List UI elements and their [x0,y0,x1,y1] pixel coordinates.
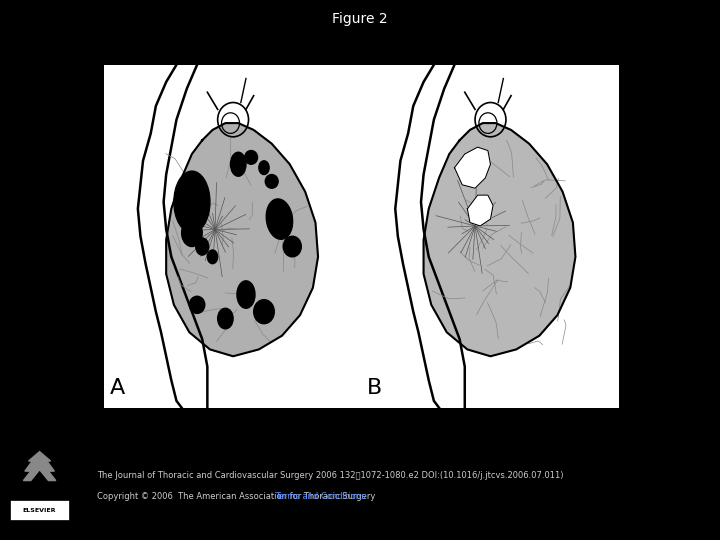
Polygon shape [454,147,490,188]
Ellipse shape [217,308,233,329]
Text: ELSEVIER: ELSEVIER [23,508,56,513]
Ellipse shape [265,174,278,188]
Ellipse shape [207,250,217,264]
Text: A: A [109,378,125,398]
Ellipse shape [230,152,246,176]
Text: Figure 2: Figure 2 [332,12,388,26]
Polygon shape [166,123,318,356]
Ellipse shape [189,296,204,313]
Ellipse shape [259,161,269,174]
Text: The Journal of Thoracic and Cardiovascular Surgery 2006 132⁲1072-1080.e2 DOI:(10: The Journal of Thoracic and Cardiovascul… [97,471,564,480]
Polygon shape [423,123,575,356]
Ellipse shape [245,151,258,164]
Bar [104,65,619,408]
Ellipse shape [181,219,202,247]
Polygon shape [23,451,55,481]
Ellipse shape [237,281,255,308]
Ellipse shape [196,238,209,255]
Ellipse shape [174,171,210,233]
Text: Copyright © 2006  The American Association for Thoracic Surgery: Copyright © 2006 The American Associatio… [97,492,378,501]
Ellipse shape [253,300,274,323]
Text: Terms and Conditions: Terms and Conditions [274,492,365,501]
Bar [10,500,69,521]
Text: B: B [367,378,382,398]
Ellipse shape [266,199,292,239]
Polygon shape [467,195,493,226]
Ellipse shape [283,237,301,257]
